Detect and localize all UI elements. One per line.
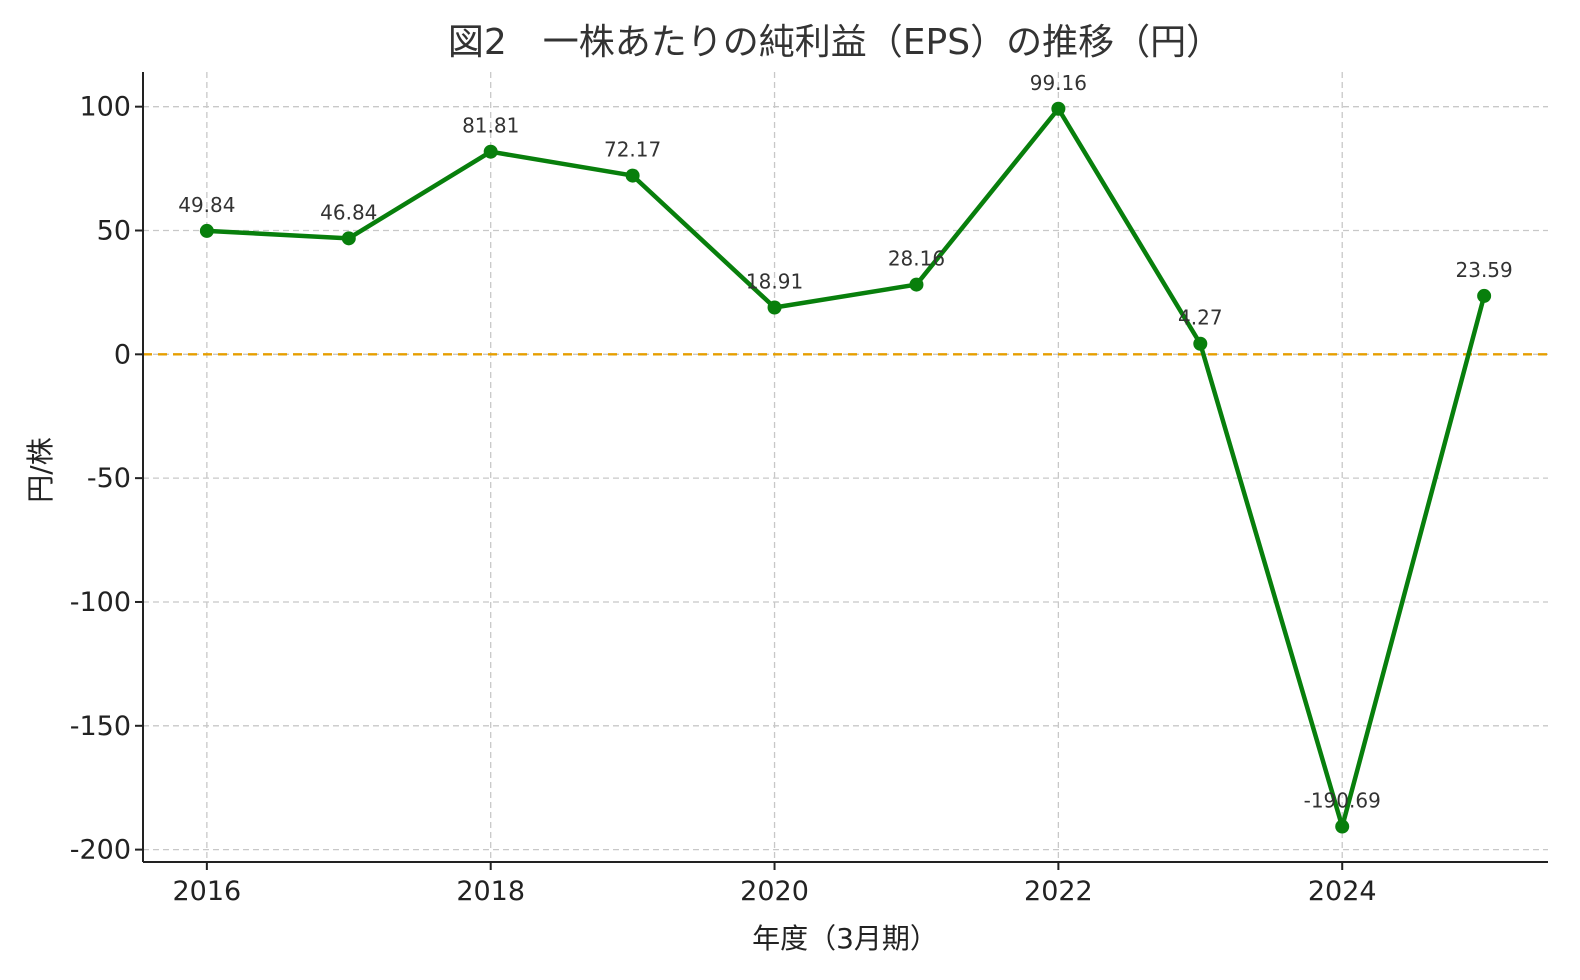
data-label: 81.81 [462, 114, 519, 138]
series-line [207, 109, 1484, 827]
data-label: 49.84 [178, 193, 235, 217]
x-axis-label: 年度（3月期） [752, 922, 938, 955]
data-point [909, 278, 923, 292]
data-point [1335, 820, 1349, 834]
y-tick-label: -100 [70, 587, 131, 618]
data-point [1051, 102, 1065, 116]
data-label: 4.27 [1178, 306, 1223, 330]
data-label: 23.59 [1456, 258, 1513, 282]
series-eps [200, 102, 1491, 834]
y-tick-label: -50 [87, 463, 131, 494]
y-tick-label: 100 [79, 92, 131, 123]
data-point [484, 145, 498, 159]
y-tick-label: 50 [97, 215, 131, 246]
data-label: 72.17 [604, 138, 661, 162]
x-tick-label: 2022 [1024, 876, 1093, 907]
data-point [626, 169, 640, 183]
x-tick-label: 2016 [173, 876, 242, 907]
data-point [200, 224, 214, 238]
data-label: 28.16 [888, 247, 945, 271]
chart-title: 図2 一株あたりの純利益（EPS）の推移（円） [448, 22, 1222, 63]
data-label: 46.84 [320, 200, 377, 224]
data-point [1477, 289, 1491, 303]
data-label: 99.16 [1030, 71, 1087, 95]
y-axis-label: 円/株 [24, 437, 57, 502]
data-label: 18.91 [746, 269, 803, 293]
data-point [768, 300, 782, 314]
grid-lines [143, 72, 1548, 862]
data-point [1193, 337, 1207, 351]
y-tick-label: -150 [70, 711, 131, 742]
y-tick-label: 0 [114, 339, 131, 370]
x-tick-label: 2018 [456, 876, 525, 907]
x-tick-label: 2024 [1308, 876, 1377, 907]
data-point [342, 231, 356, 245]
axes: 100 50 0 -50 -100 -150 -200 2016 2018 2020 2022 202… [70, 72, 1548, 907]
x-tick-label: 2020 [740, 876, 809, 907]
y-tick-label: -200 [70, 835, 131, 866]
data-label: -190.69 [1304, 789, 1381, 813]
data-labels: 49.84 46.84 81.81 72.17 18.91 28.16 99.16 4.27 -… [178, 71, 1513, 813]
